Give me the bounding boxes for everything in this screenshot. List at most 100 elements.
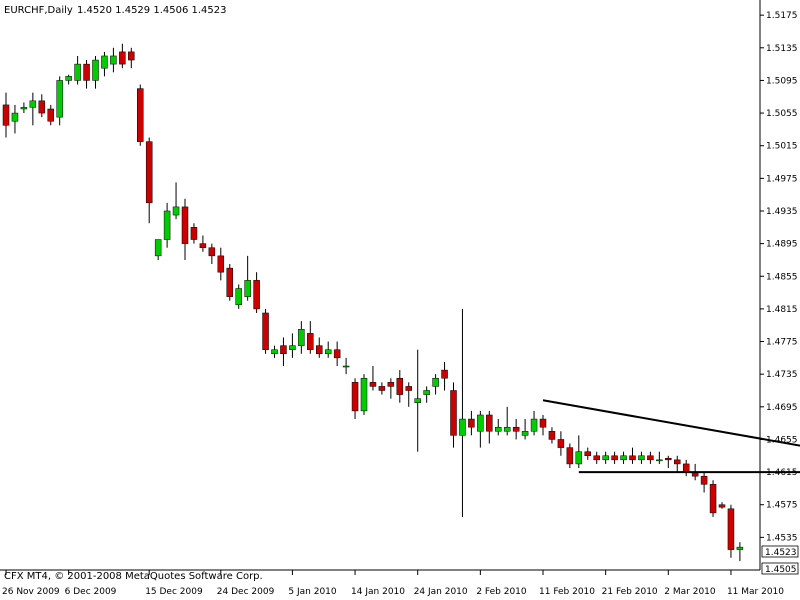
- candle: [217, 247, 225, 281]
- candle: [450, 382, 457, 448]
- candle: [101, 51, 108, 77]
- ohlc-values: 1.4520 1.4529 1.4506 1.4523: [77, 5, 227, 16]
- candle: [163, 202, 171, 248]
- candle-body-down: [137, 88, 144, 142]
- candle: [262, 308, 269, 354]
- candle: [351, 378, 359, 420]
- candle-body-up: [163, 210, 171, 240]
- candle: [396, 370, 404, 403]
- candle-body-up: [172, 206, 180, 216]
- candle-body-up: [638, 455, 645, 461]
- candle-body-down: [396, 378, 404, 395]
- candle-body-down: [38, 100, 46, 114]
- candle-body-up: [92, 59, 99, 81]
- candle-body-up: [101, 55, 108, 69]
- candle: [342, 357, 350, 375]
- candle: [56, 76, 63, 126]
- date-tick-label: 24 Dec 2009: [217, 587, 275, 597]
- candle-body-down: [548, 431, 556, 440]
- candle: [736, 542, 744, 562]
- current-price-label: 1.4523: [765, 548, 797, 558]
- candle: [92, 55, 99, 89]
- candle-body-up: [414, 398, 421, 403]
- price-tick-label: 1.4695: [766, 403, 798, 413]
- candle-body-down: [441, 369, 448, 379]
- candle-body-up: [521, 431, 529, 436]
- candle-body-down: [709, 484, 717, 514]
- candle-body-down: [674, 459, 681, 465]
- candle: [190, 223, 198, 244]
- candle-body-down: [378, 386, 386, 391]
- candle-body-down: [316, 345, 323, 355]
- candle-body-down: [387, 382, 395, 387]
- candle: [20, 102, 28, 114]
- price-tick-label: 1.4535: [766, 533, 798, 543]
- candle-body-up: [423, 390, 430, 395]
- price-tick-label: 1.4575: [766, 501, 798, 511]
- candle-body-down: [566, 447, 574, 465]
- candle-body-up: [324, 349, 332, 355]
- candle-body-up: [656, 459, 663, 462]
- candle-body-up: [432, 378, 439, 387]
- price-tick-label: 1.5135: [766, 44, 798, 54]
- candle: [119, 43, 126, 69]
- price-tick-label: 1.4975: [766, 174, 798, 184]
- copyright-text: CFX MT4, © 2001-2008 MetaQuotes Software…: [4, 571, 263, 582]
- candle-body-up: [154, 239, 162, 257]
- candle: [2, 92, 10, 138]
- candle: [432, 374, 439, 395]
- candle: [727, 504, 735, 558]
- candle: [584, 447, 591, 460]
- candle: [602, 451, 609, 464]
- candle: [674, 455, 681, 473]
- price-tick-label: 1.5015: [766, 142, 798, 152]
- candle-body-down: [119, 51, 126, 65]
- candle: [656, 451, 663, 464]
- candle: [271, 345, 278, 358]
- candle: [700, 472, 708, 493]
- candle-body-down: [611, 455, 618, 461]
- candle: [468, 410, 475, 436]
- candle: [378, 382, 386, 395]
- candle-body-down: [727, 508, 735, 550]
- candle: [405, 382, 412, 407]
- current-price-box: 1.4523: [761, 545, 799, 558]
- candle: [181, 198, 189, 260]
- candle-body-down: [557, 439, 565, 448]
- candle: [575, 435, 583, 469]
- price-tick-label: 1.4655: [766, 435, 798, 445]
- candle-body-up: [459, 418, 466, 436]
- candle: [423, 386, 430, 403]
- candle: [307, 321, 314, 354]
- candle: [638, 451, 645, 464]
- candle-body-down: [450, 390, 457, 436]
- axes-layer: [0, 0, 761, 571]
- price-tick-labels: 1.5175 1.5135 1.5095 1.5055 1.5015 1.4975 1.49…: [760, 11, 798, 543]
- price-tick-label: 1.4895: [766, 240, 798, 250]
- candle: [477, 410, 484, 448]
- candle-body-up: [360, 378, 368, 412]
- candles-layer: [2, 43, 744, 562]
- candle: [208, 243, 216, 265]
- candle-body-down: [199, 243, 207, 248]
- candle: [172, 182, 180, 220]
- candle-body-down: [262, 312, 269, 350]
- candle: [521, 419, 529, 440]
- price-tick-label: 1.4615: [766, 468, 798, 478]
- date-tick-label: 2 Feb 2010: [476, 587, 527, 597]
- candle: [324, 341, 332, 358]
- candle: [83, 60, 90, 89]
- candle-body-up: [503, 426, 511, 432]
- candle-body-up: [20, 107, 28, 110]
- candle-body-down: [682, 463, 690, 473]
- resistance-trendline: [542, 399, 800, 447]
- candle: [512, 419, 520, 440]
- candle-body-up: [620, 455, 627, 461]
- candle: [289, 333, 296, 358]
- candle: [360, 374, 368, 415]
- candle-body-up: [244, 280, 251, 297]
- candle: [298, 321, 305, 354]
